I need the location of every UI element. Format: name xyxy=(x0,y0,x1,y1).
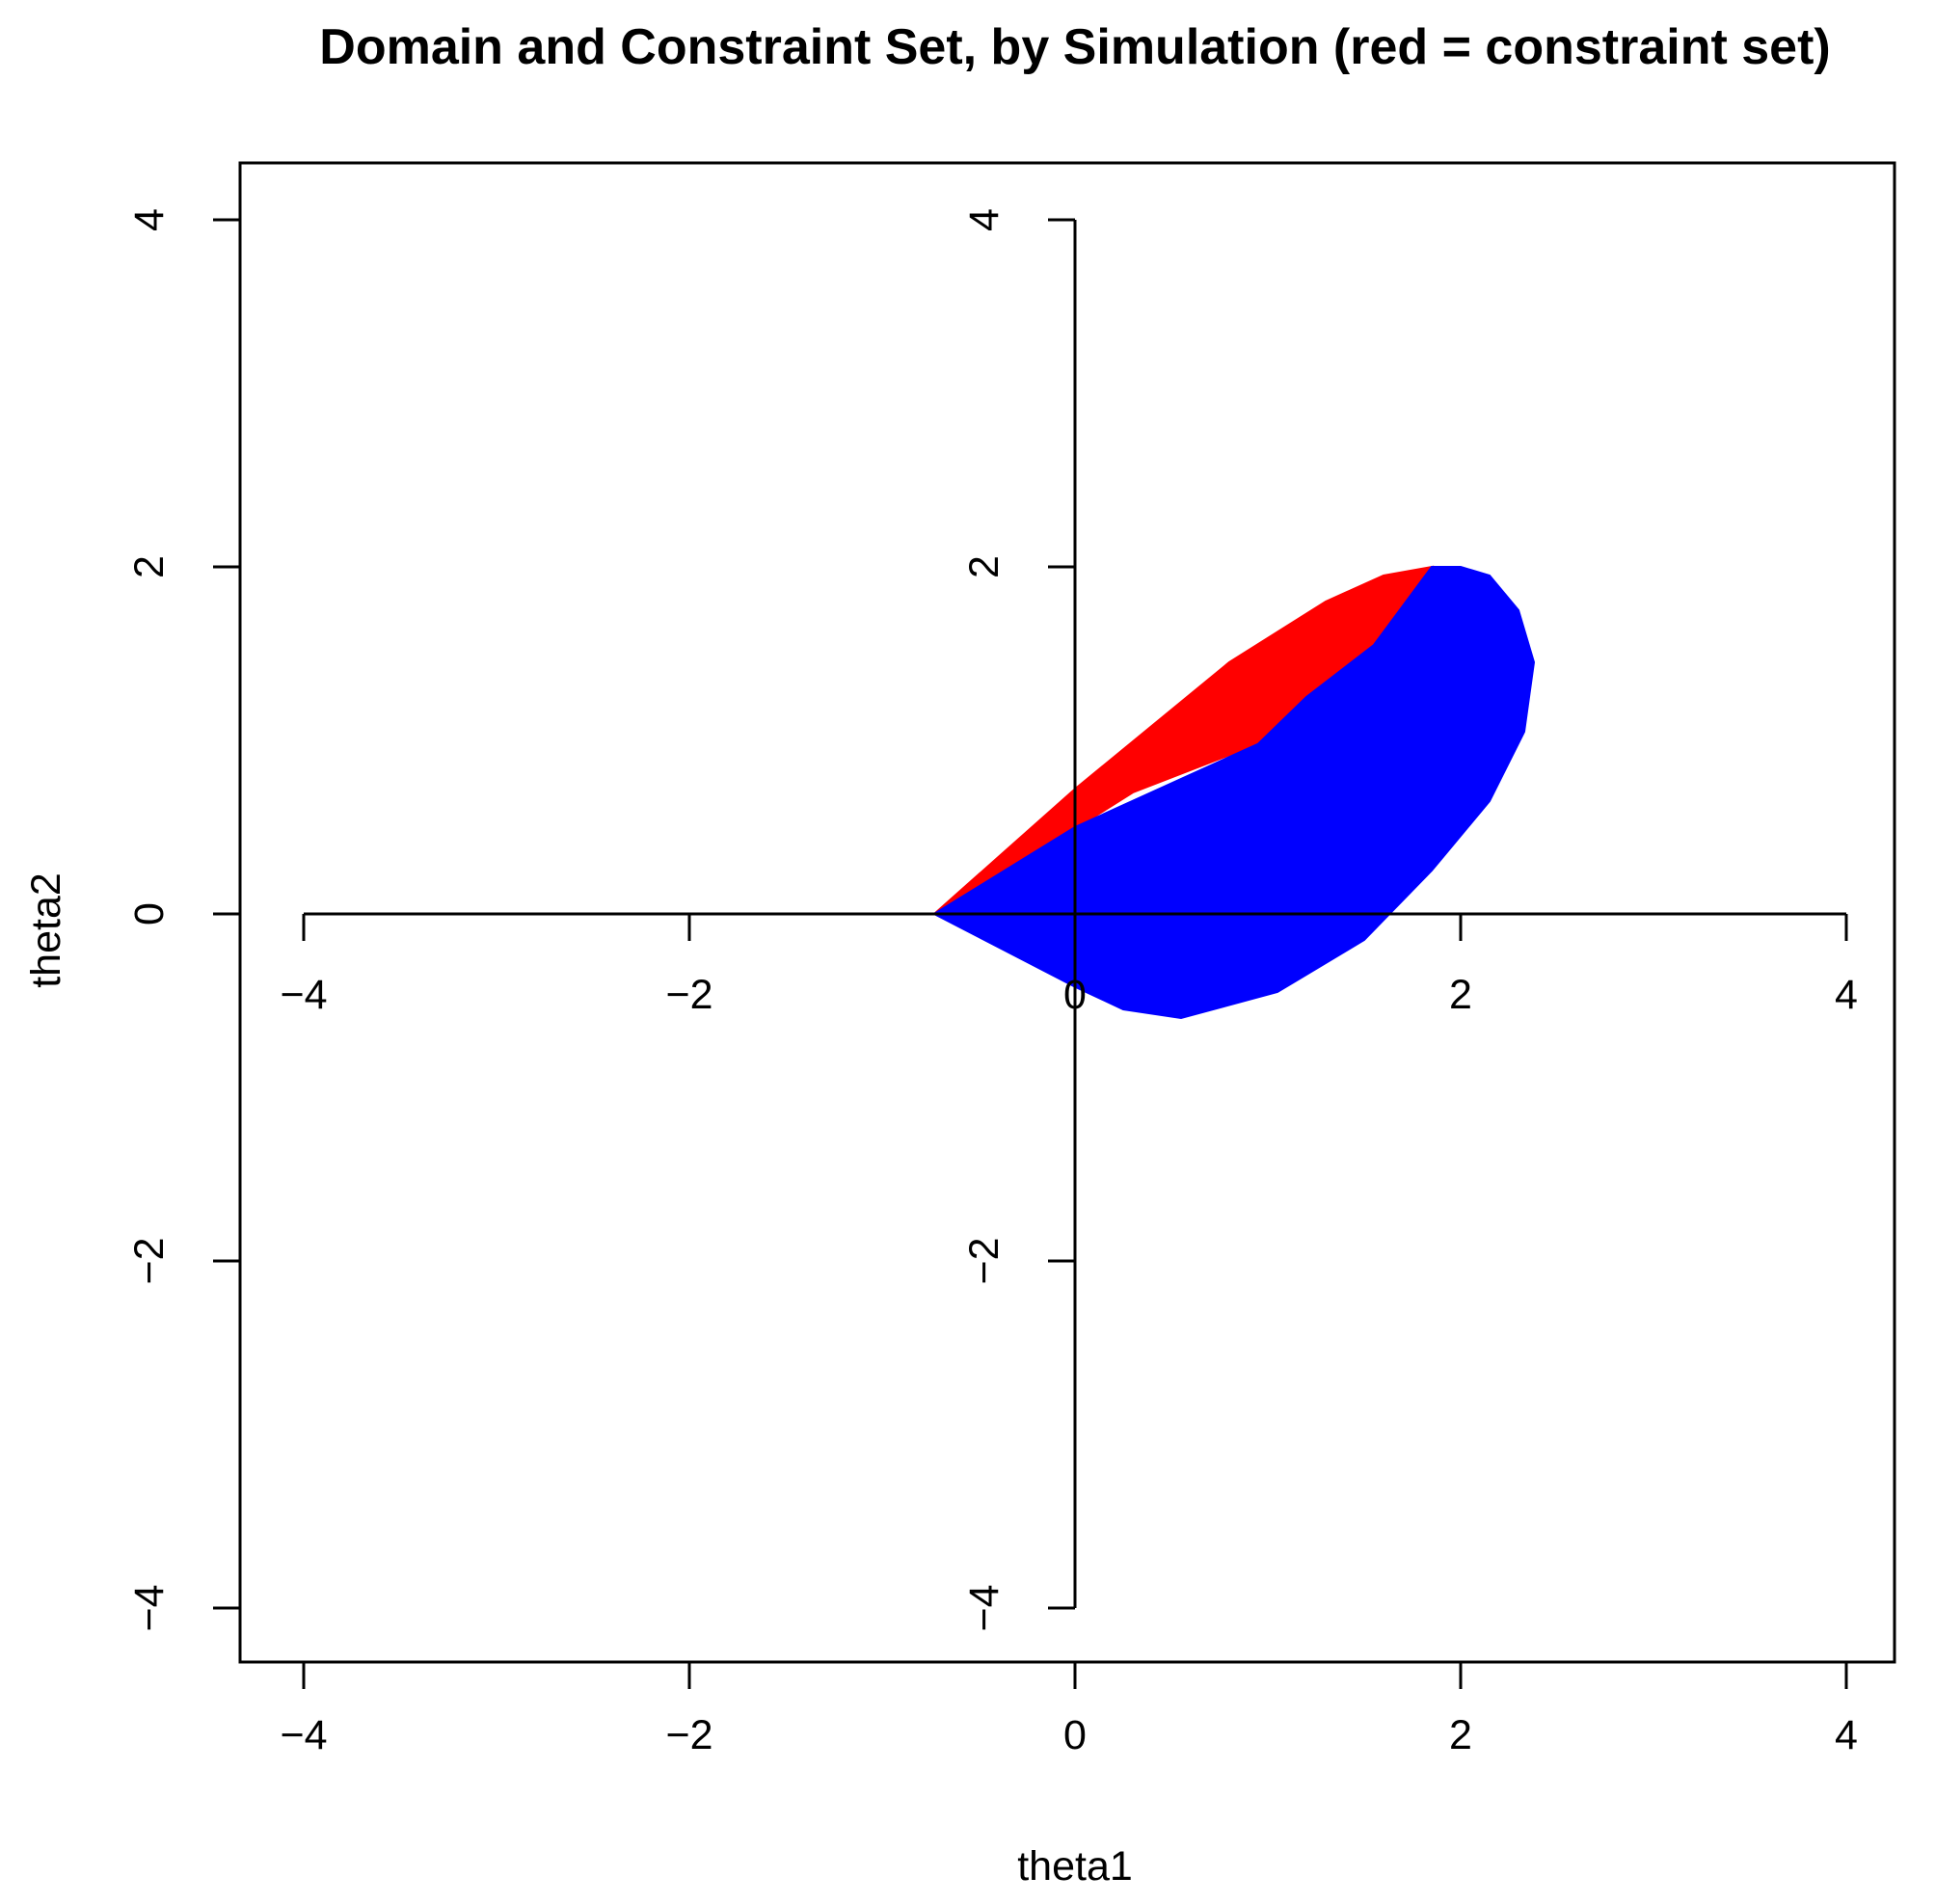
outer-x-tick-label: 4 xyxy=(1835,1712,1858,1758)
outer-x-tick-label: −4 xyxy=(280,1712,327,1758)
outer-x-tick-label: −2 xyxy=(665,1712,712,1758)
inner-x-tick-label: 2 xyxy=(1449,972,1472,1018)
outer-x-tick-label: 2 xyxy=(1449,1712,1472,1758)
inner-x-tick-label: 4 xyxy=(1835,972,1858,1018)
region-domain xyxy=(931,566,1536,1020)
y-axis-label: theta2 xyxy=(23,872,69,988)
inner-y-tick-label: 2 xyxy=(961,555,1008,578)
outer-y-tick-label: 0 xyxy=(126,902,173,925)
outer-y-tick-label: −4 xyxy=(126,1584,173,1631)
inner-y-tick-label: −4 xyxy=(961,1584,1008,1631)
outer-y-tick-label: −2 xyxy=(126,1237,173,1284)
outer-y-tick-label: 4 xyxy=(126,208,173,231)
x-axis-label: theta1 xyxy=(1017,1843,1133,1890)
inner-x-tick-label: −2 xyxy=(665,972,712,1018)
plot-regions xyxy=(931,565,1536,1020)
outer-axes: −4 −2 0 2 4 −4 −2 0 2 4 xyxy=(126,208,1858,1758)
outer-x-tick-label: 0 xyxy=(1063,1712,1087,1758)
outer-y-tick-label: 2 xyxy=(126,555,173,578)
inner-y-tick-label: 4 xyxy=(961,208,1008,231)
inner-x-tick-label: −4 xyxy=(280,972,327,1018)
chart-title: Domain and Constraint Set, by Simulation… xyxy=(319,19,1830,75)
inner-y-tick-label: −2 xyxy=(961,1237,1008,1284)
